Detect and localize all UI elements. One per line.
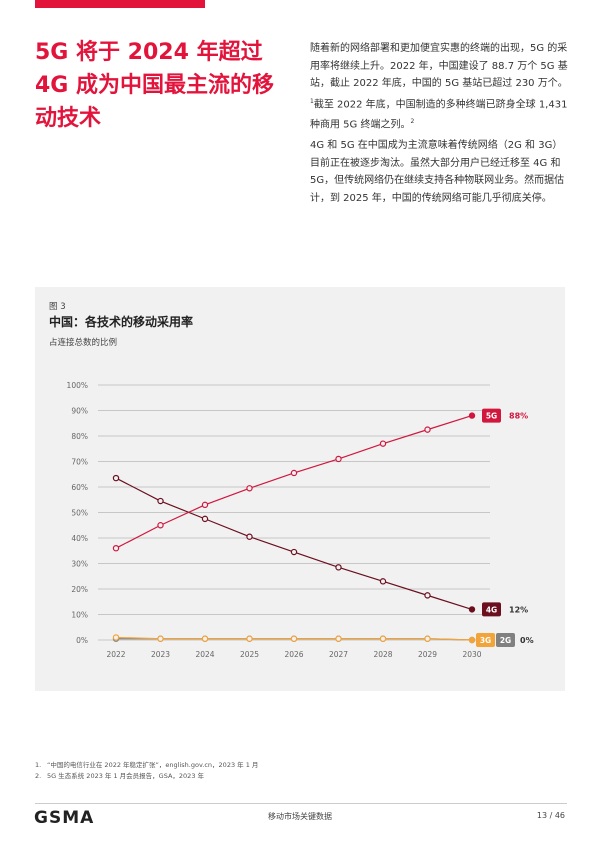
footnote-2: 2. 5G 生态系统 2023 年 1 月会员报告，GSA，2023 年 <box>35 772 205 780</box>
data-point-3g <box>379 635 387 642</box>
line-chart: 0% 10% 20% 30% 40% 50% 60% 70% 80% 90% 100% 2022 202… <box>67 381 534 659</box>
data-point-3g <box>468 636 476 644</box>
x-tick-label: 2027 <box>329 650 348 659</box>
series-3g-box <box>476 633 495 647</box>
y-tick-label: 30% <box>71 560 88 569</box>
top-accent-bar <box>35 0 205 8</box>
series-3g-label: 3G <box>480 636 491 645</box>
data-point-3g <box>157 635 164 642</box>
series-4g-box <box>482 602 501 617</box>
series-4g-label: 4G <box>486 605 497 614</box>
figure-panel: 图 3 中国：各技术的移动采用率 占连接总数的比例 0% 10% 20% 30% 40%… <box>35 287 565 691</box>
data-point-5g <box>246 485 253 492</box>
data-point-3g <box>424 635 431 642</box>
data-point-3g <box>335 635 342 642</box>
footer-section-title: 移动市场关键数据 <box>268 812 332 821</box>
data-point-4g <box>379 578 387 585</box>
footnote-ref-2[interactable]: 2 <box>410 118 415 126</box>
para1-text2: 截至 2022 年底，中国制造的多种终端已跻身全球 1,431 种商用 5G 终… <box>310 98 568 131</box>
gsma-logo: GSMA <box>34 808 95 828</box>
x-tick-label: 2030 <box>462 650 481 659</box>
chart-title: 中国：各技术的移动采用率 <box>49 315 194 329</box>
data-point-5g <box>290 469 298 477</box>
page-number: 13 / 46 <box>536 811 565 820</box>
footnote-ref-1[interactable]: 1 <box>310 97 314 105</box>
para1-text: 随着新的网络部署和更加便宜实惠的终端的出现，5G 的采用率将继续上升。2022 … <box>310 43 568 89</box>
footnotes: 1. “中国的电信行业在 2022 年稳定扩张”，english.gov.cn，2… <box>35 760 555 782</box>
page-headline: 5G 将于 2024 年超过 4G 成为中国最主流的移动技术 <box>35 40 275 131</box>
series-4g-end-value: 12% <box>509 605 528 614</box>
series-line-4g <box>115 477 473 610</box>
y-tick-label: 90% <box>71 407 88 416</box>
x-tick-label: 2029 <box>418 650 437 659</box>
data-point-4g <box>246 533 253 540</box>
x-tick-label: 2028 <box>373 650 392 659</box>
series-5g-box <box>482 408 501 423</box>
chart-subtitle: 占连接总数的比例 <box>49 338 118 348</box>
series-5g-end-value: 88% <box>509 412 528 421</box>
x-tick-label: 2022 <box>106 650 125 659</box>
data-point-4g <box>112 474 120 482</box>
data-point-3g <box>246 635 253 642</box>
figure-label: 图 3 <box>49 302 66 312</box>
data-point-3g <box>290 635 298 642</box>
x-tick-label: 2025 <box>240 650 259 659</box>
x-tick-label: 2024 <box>195 650 214 659</box>
data-point-5g <box>157 522 164 529</box>
series-5g-label: 5G <box>486 412 497 421</box>
data-point-5g <box>424 426 431 433</box>
y-tick-label: 50% <box>71 509 88 518</box>
data-point-4g <box>290 548 298 556</box>
footer-divider <box>35 803 567 804</box>
y-tick-label: 0% <box>76 636 88 645</box>
x-tick-label: 2026 <box>284 650 303 659</box>
data-point-4g <box>335 564 342 571</box>
data-point-5g <box>335 455 342 463</box>
data-point-4g <box>201 515 209 523</box>
body-paragraph-2: 4G 和 5G 在中国成为主流意味着传统网络（2G 和 3G）目前正在被逐步淘汰… <box>310 140 565 204</box>
series-2g-label: 2G <box>500 636 511 645</box>
body-paragraph-1: 随着新的网络部署和更加便宜实惠的终端的出现，5G 的采用率将继续上升。2022 … <box>310 40 568 134</box>
y-tick-label: 100% <box>67 381 88 390</box>
y-tick-label: 20% <box>71 585 88 594</box>
y-tick-label: 60% <box>71 483 88 492</box>
y-tick-label: 80% <box>71 432 88 441</box>
data-point-4g <box>468 606 476 613</box>
data-point-5g <box>201 501 209 509</box>
series-2g-3g-end-value: 0% <box>520 636 534 645</box>
data-point-3g <box>112 634 120 641</box>
series-2g-box <box>496 633 515 647</box>
data-point-5g <box>468 412 476 419</box>
data-point-4g <box>157 497 164 505</box>
y-tick-label: 10% <box>71 611 88 620</box>
data-point-3g <box>201 635 209 642</box>
x-tick-label: 2023 <box>151 650 170 659</box>
y-tick-label: 70% <box>71 458 88 467</box>
series-line-5g <box>115 415 473 549</box>
data-point-5g <box>112 545 120 552</box>
data-point-5g <box>379 440 387 447</box>
data-point-4g <box>424 592 431 599</box>
y-tick-label: 40% <box>71 534 88 543</box>
footnote-1: 1. “中国的电信行业在 2022 年稳定扩张”，english.gov.cn，2… <box>35 761 259 769</box>
